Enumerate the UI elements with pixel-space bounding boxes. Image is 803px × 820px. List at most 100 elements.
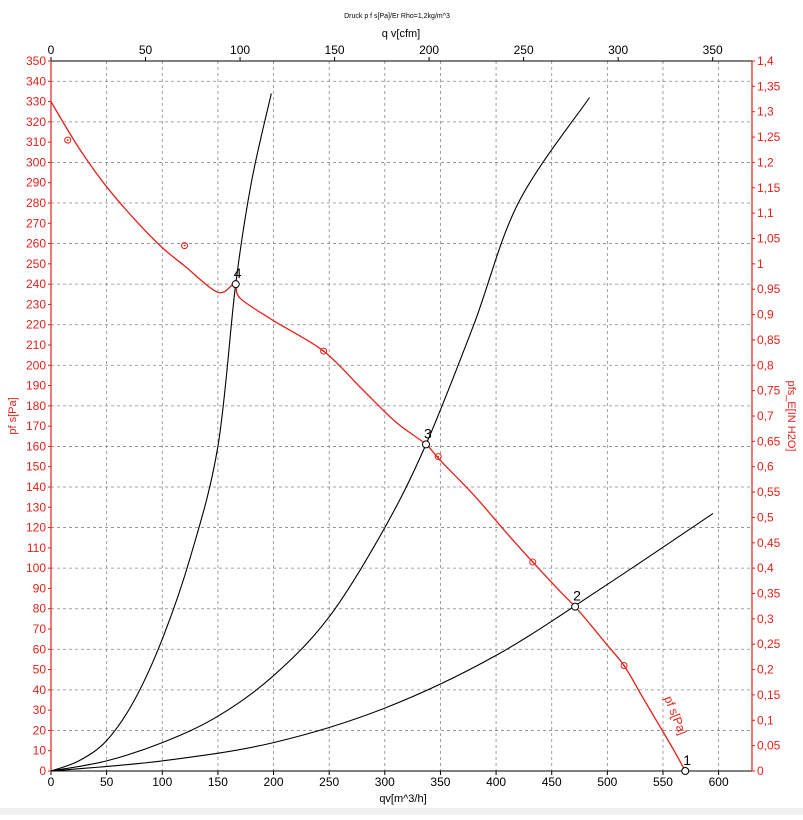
- x-axis-bottom-label: qv[m^3/h]: [379, 793, 426, 805]
- x-bottom-tick-label: 500: [597, 775, 617, 789]
- system-curve-1: [50, 512, 714, 772]
- y-left-tick-label: 330: [26, 95, 46, 109]
- y-right-tick-label: 0,4: [757, 561, 774, 575]
- y-left-tick-label: 90: [33, 581, 47, 595]
- x-top-tick-label: 150: [325, 43, 345, 57]
- y-left-tick-label: 220: [26, 318, 46, 332]
- y-right-tick-label: 0,45: [757, 536, 781, 550]
- y-right-tick-label: 0,95: [757, 282, 781, 296]
- operating-point-4: [231, 280, 240, 289]
- y-left-tick-label: 210: [26, 338, 46, 352]
- fan-curve-marker-dot: [531, 561, 534, 563]
- y-left-tick-label: 350: [26, 54, 46, 68]
- y-right-tick-label: 0,6: [757, 460, 774, 474]
- x-bottom-tick-label: 250: [319, 775, 339, 789]
- y-right-tick-label: 0,7: [757, 409, 774, 423]
- fan-curve-marker-dot: [623, 664, 625, 667]
- y-right-tick-label: 1,2: [757, 155, 774, 169]
- y-left-tick-label: 10: [33, 744, 47, 758]
- operating-point-label: 4: [234, 265, 242, 281]
- y-left-tick-label: 240: [26, 277, 46, 291]
- y-left-tick-label: 120: [26, 521, 46, 535]
- grid-lines: [51, 61, 752, 771]
- y-left-tick-label: 160: [26, 439, 46, 453]
- y-right-tick-label: 1,25: [757, 130, 781, 144]
- fan-curve-marker-dot: [437, 455, 440, 458]
- y-left-tick-label: 150: [26, 460, 46, 474]
- y-left-tick-label: 230: [26, 297, 46, 311]
- y-right-tick-label: 1,05: [757, 232, 781, 246]
- y-left-tick-label: 190: [26, 379, 46, 393]
- x-bottom-tick-label: 400: [486, 775, 506, 789]
- y-left-tick-label: 200: [26, 358, 46, 372]
- x-top-tick-label: 50: [139, 43, 153, 57]
- y-left-tick-label: 100: [26, 561, 46, 575]
- y-left-tick-label: 110: [27, 541, 46, 555]
- y-left-tick-label: 320: [26, 115, 46, 129]
- operating-point-label: 3: [424, 425, 432, 441]
- fan-curve-marker: [181, 242, 189, 250]
- operating-point-1: [681, 767, 690, 775]
- y-right-tick-label: 0,5: [757, 510, 774, 524]
- fan-curve-marker: [320, 347, 328, 355]
- x-top-tick-label: 250: [514, 43, 534, 57]
- y-left-tick-label: 130: [26, 500, 46, 514]
- y-left-tick-label: 60: [33, 642, 47, 656]
- x-bottom-tick-label: 600: [709, 775, 729, 789]
- y-right-tick-label: 0,25: [757, 637, 781, 651]
- y-right-tick-label: 0,35: [757, 587, 781, 601]
- y-left-tick-label: 290: [26, 176, 46, 190]
- y-right-tick-label: 1: [757, 257, 764, 271]
- y-left-tick-label: 300: [26, 155, 46, 169]
- y-left-tick-label: 170: [26, 419, 46, 433]
- fan-curve-marker-dot: [322, 350, 325, 352]
- operating-point-3: [421, 440, 430, 449]
- y-right-tick-label: 0,85: [757, 333, 781, 347]
- y-axis-left-label: pf s[Pa]: [7, 397, 19, 434]
- y-right-tick-label: 0,15: [757, 688, 781, 702]
- y-left-tick-label: 140: [26, 480, 46, 494]
- fan-curve-marker: [64, 136, 72, 144]
- x-bottom-tick-label: 100: [152, 775, 172, 789]
- x-axis-top-label: q v[cfm]: [382, 28, 421, 40]
- bottom-strip: [0, 808, 803, 815]
- y-right-tick-label: 1,15: [757, 181, 781, 195]
- x-top-tick-label: 350: [703, 43, 723, 57]
- x-bottom-tick-label: 350: [430, 775, 450, 789]
- fan-curve-marker: [620, 662, 628, 670]
- fan-curve-marker-dot: [183, 244, 186, 247]
- x-bottom-tick-label: 150: [208, 775, 228, 789]
- fan-curve-marker-dot: [66, 139, 69, 142]
- system-curve-3: [50, 93, 272, 772]
- y-right-tick-label: 0,55: [757, 485, 781, 499]
- x-bottom-tick-label: 50: [100, 775, 114, 789]
- operating-point-label: 1: [683, 752, 691, 768]
- y-left-tick-label: 340: [26, 74, 46, 88]
- x-top-tick-label: 0: [48, 43, 55, 57]
- operating-point-2: [571, 602, 580, 611]
- y-left-tick-label: 250: [26, 257, 46, 271]
- y-right-tick-label: 1,3: [757, 105, 774, 119]
- x-bottom-tick-label: 200: [264, 775, 284, 789]
- axes: [48, 57, 755, 775]
- x-top-tick-label: 200: [419, 43, 439, 57]
- y-right-tick-label: 0,2: [757, 663, 774, 677]
- y-left-tick-label: 50: [33, 663, 47, 677]
- y-right-tick-label: 1,1: [757, 206, 774, 220]
- operating-point-label: 2: [573, 588, 581, 604]
- y-left-tick-label: 20: [33, 723, 47, 737]
- y-right-tick-label: 0,05: [757, 739, 781, 753]
- x-bottom-tick-label: 0: [48, 775, 55, 789]
- y-right-tick-label: 0,8: [757, 358, 774, 372]
- system-curve-2: [50, 97, 590, 772]
- y-right-tick-label: 0,65: [757, 434, 781, 448]
- y-right-tick-label: 0,1: [757, 713, 774, 727]
- y-left-tick-label: 270: [26, 216, 46, 230]
- y-right-tick-label: 0,9: [757, 308, 774, 322]
- fan-curve-marker: [434, 453, 442, 461]
- y-left-tick-label: 280: [26, 196, 46, 210]
